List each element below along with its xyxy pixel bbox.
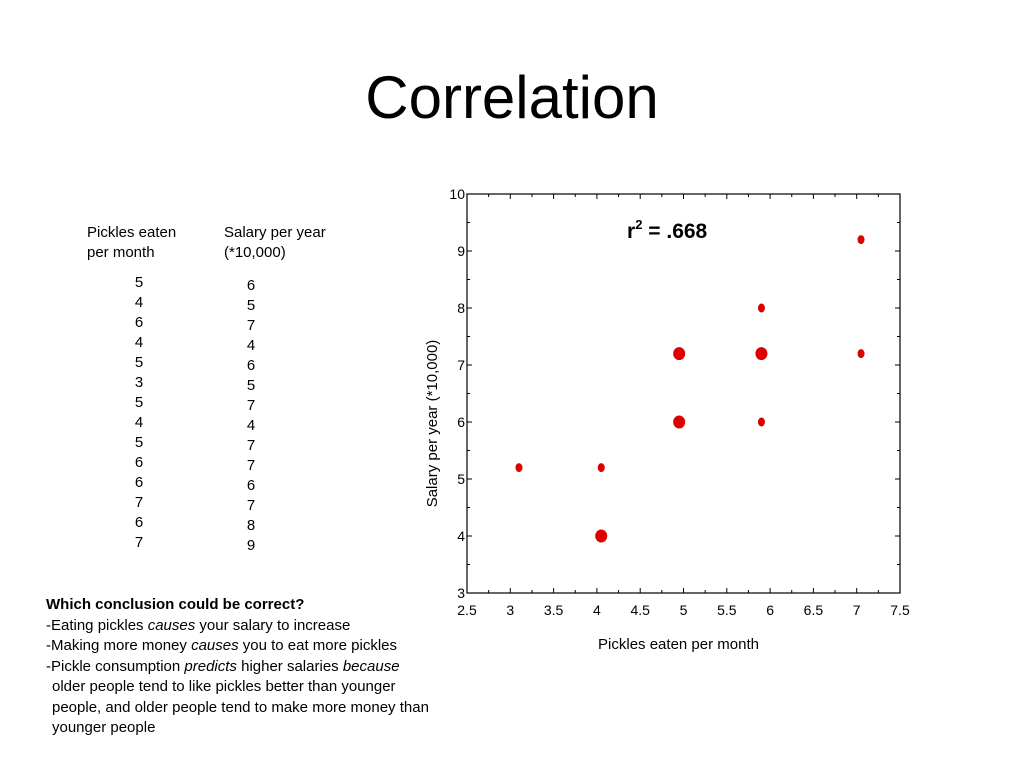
pickles-value: 5 <box>134 354 144 371</box>
option-3-text-c: higher salaries <box>236 657 343 675</box>
pickles-header-line1: Pickles eaten <box>87 224 177 241</box>
x-tick-label: 7.5 <box>890 602 910 618</box>
data-point <box>515 463 523 473</box>
option-1-text-c: your salary to increase <box>195 616 351 634</box>
option-1-text-a: -Eating pickles <box>46 616 148 634</box>
option-1-emphasis: causes <box>147 616 196 634</box>
option-3-text-a: -Pickle consumption <box>46 657 185 675</box>
pickles-value: 7 <box>134 534 144 551</box>
data-point <box>857 235 865 245</box>
pickles-value: 5 <box>134 274 144 291</box>
data-point <box>595 529 608 543</box>
x-tick-label: 2.5 <box>457 602 477 618</box>
pickles-value: 6 <box>134 514 144 531</box>
question-title: Which conclusion could be correct? <box>46 596 305 613</box>
data-point <box>857 349 865 359</box>
salary-column-header: Salary per year (*10,000) <box>224 223 326 263</box>
pickles-value: 6 <box>134 454 144 471</box>
pickles-value: 4 <box>134 294 144 311</box>
option-3-emphasis-2: because <box>342 657 400 675</box>
x-tick-label: 7 <box>853 602 861 618</box>
plot-frame <box>466 193 901 594</box>
option-3-continuation-2: people, and older people tend to make mo… <box>52 698 429 716</box>
pickles-value: 4 <box>134 414 144 431</box>
r-squared-annotation: r2 = .668 <box>627 217 708 243</box>
y-tick-label: 7 <box>457 357 465 373</box>
salary-value: 6 <box>246 277 256 294</box>
y-tick-label: 6 <box>457 414 465 430</box>
option-2-text-a: -Making more money <box>46 637 192 654</box>
y-tick-label: 9 <box>457 243 465 259</box>
x-tick-label: 5 <box>680 602 688 618</box>
option-2: -Making more money causes you to eat mor… <box>46 636 429 657</box>
salary-value: 8 <box>246 517 256 534</box>
slide-title: Correlation <box>365 64 659 131</box>
y-tick-label: 3 <box>457 585 465 601</box>
salary-value: 7 <box>246 397 256 414</box>
option-3-emphasis-1: predicts <box>184 657 237 675</box>
salary-value: 5 <box>246 377 256 394</box>
pickles-value: 7 <box>134 494 144 511</box>
data-point <box>757 303 765 313</box>
option-3-continuation-1: older people tend to like pickles better… <box>52 678 396 695</box>
pickles-value: 5 <box>134 434 144 451</box>
x-tick-label: 5.5 <box>717 602 737 618</box>
option-2-text-c: you to eat more pickles <box>238 637 398 654</box>
pickles-value: 4 <box>134 334 144 351</box>
option-2-emphasis: causes <box>191 637 239 654</box>
salary-value: 7 <box>246 497 256 514</box>
salary-value: 7 <box>246 457 256 474</box>
salary-value: 5 <box>246 297 256 314</box>
y-tick-label: 5 <box>457 471 465 487</box>
salary-header-line1: Salary per year <box>224 224 326 241</box>
pickles-values-list: 5 4 6 4 5 3 5 4 5 6 6 7 6 7 <box>124 273 154 553</box>
pickles-value: 6 <box>134 314 144 331</box>
pickles-value: 5 <box>134 394 144 411</box>
x-tick-label: 6.5 <box>804 602 824 618</box>
pickles-value: 6 <box>134 474 144 491</box>
salary-header-line2: (*10,000) <box>224 244 286 261</box>
pickles-value: 3 <box>134 374 144 391</box>
pickles-column-header: Pickles eaten per month <box>87 223 176 263</box>
y-tick-label: 8 <box>457 300 465 316</box>
x-tick-label: 6 <box>766 602 774 618</box>
salary-value: 4 <box>246 337 256 354</box>
salary-value: 6 <box>246 477 256 494</box>
data-point <box>597 463 605 473</box>
data-point <box>673 347 686 361</box>
pickles-header-line2: per month <box>87 244 155 261</box>
salary-value: 6 <box>246 357 256 374</box>
option-3: -Pickle consumption predicts higher sala… <box>46 657 429 678</box>
salary-value: 4 <box>246 417 256 434</box>
x-tick-label: 4.5 <box>630 602 650 618</box>
y-axis-label: Salary per year (*10,000) <box>424 340 441 508</box>
salary-value: 7 <box>246 437 256 454</box>
data-point <box>757 417 765 427</box>
x-tick-label: 4 <box>593 602 601 618</box>
salary-value: 7 <box>246 317 256 334</box>
x-axis-label: Pickles eaten per month <box>598 636 759 653</box>
option-3-continuation-3: younger people <box>52 719 156 736</box>
salary-values-list: 6 5 7 4 6 5 7 4 7 7 6 7 8 9 <box>236 276 266 556</box>
x-tick-label: 3 <box>506 602 514 618</box>
data-point <box>673 415 686 429</box>
salary-value: 9 <box>246 537 256 554</box>
option-1: -Eating pickles causes your salary to in… <box>46 616 429 637</box>
question-block: Which conclusion could be correct? -Eati… <box>46 595 429 739</box>
data-point <box>755 347 768 361</box>
x-tick-label: 3.5 <box>544 602 564 618</box>
y-tick-label: 10 <box>449 186 465 202</box>
y-tick-label: 4 <box>457 528 465 544</box>
